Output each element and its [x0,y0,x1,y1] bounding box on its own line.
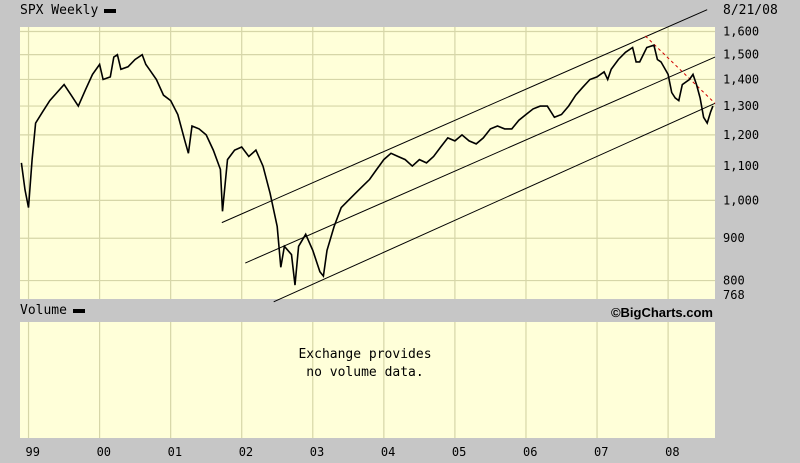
trend-line [245,56,716,264]
credit-label: ©BigCharts.com [611,305,713,320]
x-tick-label: 05 [452,445,466,459]
x-tick-label: 08 [665,445,679,459]
y-tick-label: 1,500 [723,48,759,62]
y-tick-label: 1,200 [723,128,759,142]
x-tick-label: 06 [523,445,537,459]
x-axis-ticks: 99 00 01 02 03 04 05 06 07 08 [26,445,680,459]
x-tick-label: 04 [381,445,395,459]
volume-marker [72,308,85,313]
x-tick-label: 03 [310,445,324,459]
volume-plot-area [20,322,715,438]
volume-grid [27,322,669,438]
x-tick-label: 07 [594,445,608,459]
trend-lines [221,9,716,303]
y-tick-label: 1,400 [723,72,759,86]
price-series-line [20,44,714,286]
price-plot-area [20,27,715,299]
trend-line-red [645,35,716,104]
trend-line [273,102,716,303]
volume-message-line2: no volume data. [306,365,423,380]
y-tick-label: 768 [723,288,745,302]
x-tick-label: 99 [26,445,40,459]
y-tick-label: 1,300 [723,99,759,113]
date-label: 8/21/08 [723,3,778,18]
y-tick-label: 1,600 [723,24,759,38]
x-tick-label: 02 [239,445,253,459]
volume-label: Volume [20,303,67,318]
symbol-header: SPX Weekly [20,3,117,18]
price-grid [20,27,715,299]
y-tick-label: 800 [723,274,745,288]
volume-message-line1: Exchange provides [298,347,431,362]
volume-header: Volume [20,303,85,318]
symbol-label: SPX Weekly [20,3,99,18]
y-tick-label: 1,000 [723,193,759,207]
x-tick-label: 01 [168,445,182,459]
trend-line [221,9,708,224]
y-tick-label: 900 [723,231,745,245]
series-marker [104,8,117,13]
y-tick-label: 1,100 [723,159,759,173]
x-tick-label: 00 [97,445,111,459]
